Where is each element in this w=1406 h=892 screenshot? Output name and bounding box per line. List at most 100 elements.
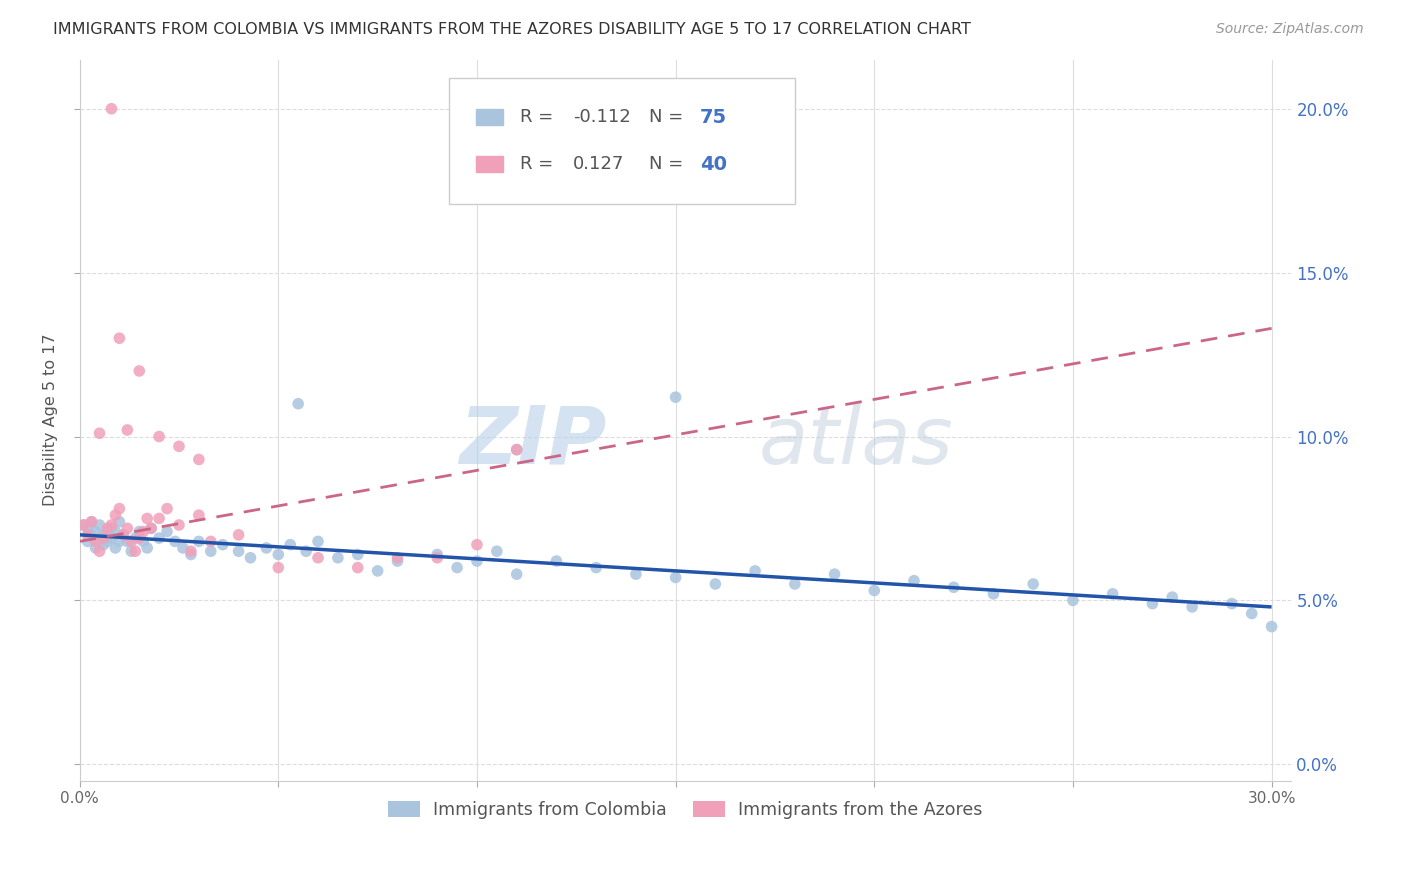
Point xyxy=(546,554,568,568)
Point xyxy=(465,554,488,568)
Point xyxy=(744,564,766,578)
Point xyxy=(100,531,122,545)
Point xyxy=(942,580,965,594)
Point xyxy=(228,544,250,558)
Point xyxy=(211,538,233,552)
Point xyxy=(93,531,115,545)
Point xyxy=(903,574,925,588)
Point xyxy=(128,524,150,539)
Point xyxy=(104,508,127,523)
Point xyxy=(76,534,98,549)
Point xyxy=(76,521,98,535)
Point xyxy=(446,560,468,574)
Point xyxy=(84,541,107,555)
Point xyxy=(254,541,277,555)
Point xyxy=(983,587,1005,601)
Point xyxy=(278,538,301,552)
Point xyxy=(824,567,846,582)
Text: IMMIGRANTS FROM COLOMBIA VS IMMIGRANTS FROM THE AZORES DISABILITY AGE 5 TO 17 CO: IMMIGRANTS FROM COLOMBIA VS IMMIGRANTS F… xyxy=(53,22,972,37)
Point xyxy=(141,521,163,535)
Point xyxy=(180,548,202,562)
Point xyxy=(132,534,155,549)
Point xyxy=(187,452,209,467)
Bar xyxy=(475,110,502,125)
Point xyxy=(136,511,159,525)
Point xyxy=(89,426,111,441)
Point xyxy=(72,518,94,533)
Point xyxy=(100,102,122,116)
Point xyxy=(89,544,111,558)
Point xyxy=(1240,607,1263,621)
Text: -0.112: -0.112 xyxy=(572,108,631,127)
Point xyxy=(96,534,118,549)
Point xyxy=(505,567,527,582)
Point xyxy=(104,524,127,539)
Point xyxy=(156,524,179,539)
Point xyxy=(108,515,131,529)
Point xyxy=(665,390,688,404)
Point xyxy=(80,515,103,529)
Text: 75: 75 xyxy=(700,108,727,127)
Point xyxy=(1101,587,1123,601)
Point xyxy=(132,524,155,539)
Bar xyxy=(475,156,502,172)
Point xyxy=(128,531,150,545)
Text: 40: 40 xyxy=(700,154,727,174)
Point xyxy=(367,564,389,578)
Point xyxy=(505,442,527,457)
Point xyxy=(187,508,209,523)
Point xyxy=(148,511,170,525)
Point xyxy=(228,528,250,542)
Point xyxy=(585,560,607,574)
Point xyxy=(1181,599,1204,614)
Point xyxy=(346,560,368,574)
Y-axis label: Disability Age 5 to 17: Disability Age 5 to 17 xyxy=(44,334,58,507)
Point xyxy=(80,528,103,542)
Point xyxy=(200,534,222,549)
Point xyxy=(267,548,290,562)
Point xyxy=(295,544,318,558)
Text: Source: ZipAtlas.com: Source: ZipAtlas.com xyxy=(1216,22,1364,37)
Point xyxy=(136,541,159,555)
Point xyxy=(112,528,135,542)
Point xyxy=(1062,593,1084,607)
Point xyxy=(93,538,115,552)
Point xyxy=(465,538,488,552)
Point xyxy=(89,534,111,549)
Point xyxy=(783,577,806,591)
Point xyxy=(387,554,409,568)
Point xyxy=(141,521,163,535)
FancyBboxPatch shape xyxy=(450,78,794,203)
Point xyxy=(485,544,508,558)
Point xyxy=(80,515,103,529)
Point xyxy=(117,423,139,437)
Point xyxy=(148,531,170,545)
Point xyxy=(1220,597,1243,611)
Text: 0.127: 0.127 xyxy=(572,155,624,173)
Point xyxy=(172,541,194,555)
Text: N =: N = xyxy=(650,155,689,173)
Point xyxy=(108,534,131,549)
Point xyxy=(100,521,122,535)
Text: R =: R = xyxy=(520,108,558,127)
Point xyxy=(112,528,135,542)
Point xyxy=(108,331,131,345)
Point xyxy=(180,544,202,558)
Point xyxy=(346,548,368,562)
Point xyxy=(117,534,139,549)
Point xyxy=(100,518,122,533)
Point xyxy=(120,544,142,558)
Point xyxy=(1142,597,1164,611)
Point xyxy=(307,550,329,565)
Point xyxy=(104,541,127,555)
Point xyxy=(267,560,290,574)
Point xyxy=(120,534,142,549)
Point xyxy=(156,501,179,516)
Point xyxy=(84,524,107,539)
Text: atlas: atlas xyxy=(758,403,953,481)
Text: N =: N = xyxy=(650,108,689,127)
Point xyxy=(93,528,115,542)
Point xyxy=(167,518,190,533)
Point xyxy=(505,442,527,457)
Point xyxy=(124,544,146,558)
